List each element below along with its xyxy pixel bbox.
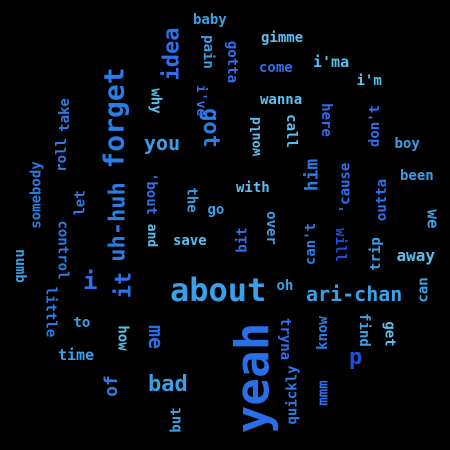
word-control: control xyxy=(54,220,71,280)
word-i-m: i'm xyxy=(356,73,382,89)
word-trip: trip xyxy=(367,237,384,271)
word-cause: 'cause xyxy=(336,162,353,214)
word-oh: oh xyxy=(276,278,294,294)
word-wanna: wanna xyxy=(260,92,303,108)
word-you: you xyxy=(144,131,181,155)
word-i-ve: i've xyxy=(192,84,208,116)
word-pain: pain xyxy=(199,35,216,69)
word-can-t: can't xyxy=(303,222,320,266)
word-d: d xyxy=(348,346,362,371)
word-and: and xyxy=(143,223,159,247)
word-come: come xyxy=(259,60,293,76)
word-i: i xyxy=(83,267,98,295)
word-save: save xyxy=(173,233,207,249)
word-idea: idea xyxy=(158,27,184,81)
word-bout: 'bout xyxy=(143,172,160,216)
word-it: it xyxy=(110,271,136,299)
word-here: here xyxy=(317,103,334,137)
word-gotta: gotta xyxy=(224,40,241,84)
word-over: over xyxy=(262,211,279,245)
word-with: with xyxy=(236,180,270,196)
word-time: time xyxy=(58,345,95,364)
word-tryna: tryna xyxy=(277,317,294,361)
word-gimme: gimme xyxy=(261,30,304,46)
word-yeah: yeah xyxy=(224,322,279,434)
word-can: can xyxy=(415,277,432,303)
word-him: him xyxy=(300,158,322,192)
word-away: away xyxy=(396,246,436,265)
word-to: to xyxy=(73,315,91,331)
word-the: the xyxy=(183,187,200,213)
word-how: how xyxy=(114,325,131,351)
word-baby: baby xyxy=(193,12,227,28)
word-outta: outta xyxy=(374,178,391,222)
word-call: call xyxy=(282,114,299,148)
word-roll: roll xyxy=(53,138,70,172)
word-quickly: quickly xyxy=(284,365,301,425)
word-we: we xyxy=(423,209,443,229)
word-numb: numb xyxy=(11,249,28,283)
word-forget: forget xyxy=(97,67,131,169)
word-of: of xyxy=(100,375,122,397)
word-let: let xyxy=(72,190,89,216)
word-ari-chan: ari-chan xyxy=(306,282,403,306)
word-mmm: mmm xyxy=(315,380,332,406)
word-been: been xyxy=(400,168,434,184)
word-get: get xyxy=(381,321,398,347)
word-me: me xyxy=(144,324,169,350)
word-little: little xyxy=(41,286,58,338)
word-find: find xyxy=(355,313,372,347)
word-bad: bad xyxy=(148,372,188,397)
word-boy: boy xyxy=(394,136,420,152)
word-would: would xyxy=(248,116,264,156)
word-don-t: don't xyxy=(367,104,384,148)
word-uh-huh: uh-huh xyxy=(105,182,131,262)
word-somebody: somebody xyxy=(28,161,45,229)
word-take: take xyxy=(56,98,73,132)
word-about: about xyxy=(170,271,267,309)
word-but: but xyxy=(168,407,185,433)
word-bit: bit xyxy=(234,227,251,253)
word-why: why xyxy=(147,88,164,114)
word-will: will xyxy=(331,228,348,262)
word-go: go xyxy=(207,202,225,218)
word-know: know xyxy=(314,316,331,350)
word-i-ma: i'ma xyxy=(313,52,350,71)
